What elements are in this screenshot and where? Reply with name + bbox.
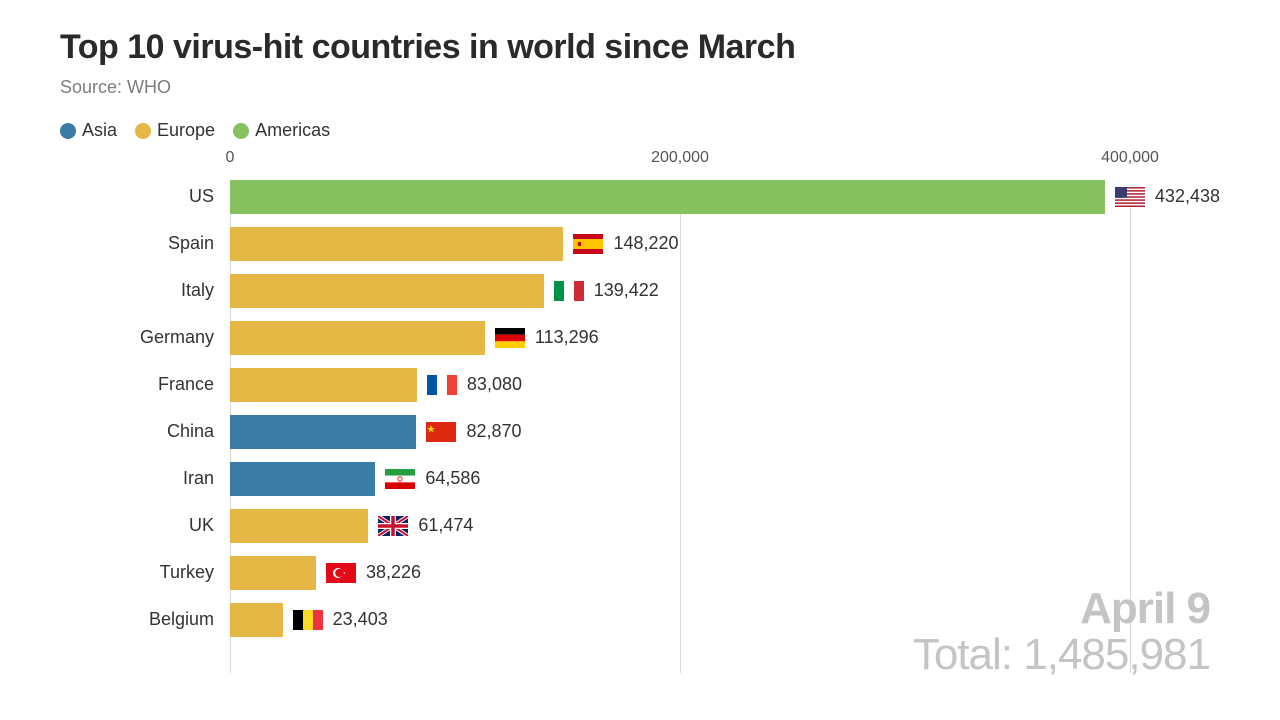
chart-source: Source: WHO [60, 77, 1220, 98]
bar-country-label: China [60, 421, 230, 442]
bar [230, 509, 368, 543]
bar-row: US 432,438 [60, 173, 1220, 220]
flag-icon [1115, 187, 1145, 207]
legend-label: Europe [157, 120, 215, 141]
bar-row: France 83,080 [60, 361, 1220, 408]
flag-icon [326, 563, 356, 583]
legend-item-asia: Asia [60, 120, 117, 141]
flag-icon [426, 422, 456, 442]
bar [230, 603, 283, 637]
flag-icon [495, 328, 525, 348]
bar-country-label: Italy [60, 280, 230, 301]
bar-value: 23,403 [333, 609, 388, 630]
axis-tick-label: 0 [226, 149, 235, 167]
bar-country-label: UK [60, 515, 230, 536]
flag-icon [385, 469, 415, 489]
legend: Asia Europe Americas [60, 120, 1220, 141]
bar-country-label: Iran [60, 468, 230, 489]
bar-value: 139,422 [594, 280, 659, 301]
bar-value: 148,220 [613, 233, 678, 254]
legend-swatch-icon [60, 123, 76, 139]
bar [230, 321, 485, 355]
bars: US 432,438Spain 148,220Italy 139,422Germ… [60, 173, 1220, 643]
flag-icon [378, 516, 408, 536]
bar-row: Iran 64,586 [60, 455, 1220, 502]
bar-country-label: Spain [60, 233, 230, 254]
bar-value: 61,474 [418, 515, 473, 536]
legend-label: Asia [82, 120, 117, 141]
bar-country-label: France [60, 374, 230, 395]
bar-value: 432,438 [1155, 186, 1220, 207]
legend-swatch-icon [135, 123, 151, 139]
summary: April 9 Total: 1,485,981 [913, 584, 1210, 680]
bar [230, 462, 375, 496]
total-label: Total: 1,485,981 [913, 630, 1210, 680]
axis-tick-label: 400,000 [1101, 149, 1159, 167]
bar-row: UK 61,474 [60, 502, 1220, 549]
bar-value: 64,586 [425, 468, 480, 489]
bar-value: 113,296 [535, 327, 599, 348]
bar [230, 556, 316, 590]
bar-row: Spain 148,220 [60, 220, 1220, 267]
flag-icon [293, 610, 323, 630]
bar-row: Italy 139,422 [60, 267, 1220, 314]
bar-row: Germany 113,296 [60, 314, 1220, 361]
flag-icon [427, 375, 457, 395]
bar-value: 38,226 [366, 562, 421, 583]
bar [230, 415, 416, 449]
bar-country-label: Turkey [60, 562, 230, 583]
bar-value: 83,080 [467, 374, 522, 395]
bar [230, 274, 544, 308]
legend-label: Americas [255, 120, 330, 141]
axis-tick-label: 200,000 [651, 149, 709, 167]
bar [230, 180, 1105, 214]
legend-swatch-icon [233, 123, 249, 139]
legend-item-americas: Americas [233, 120, 330, 141]
x-axis: 0 200,000 400,000 [60, 143, 1220, 173]
bar-row: China 82,870 [60, 408, 1220, 455]
flag-icon [573, 234, 603, 254]
flag-icon [554, 281, 584, 301]
bar [230, 227, 563, 261]
bar-value: 82,870 [466, 421, 521, 442]
chart-container: Top 10 virus-hit countries in world sinc… [0, 0, 1280, 720]
legend-item-europe: Europe [135, 120, 215, 141]
bar-country-label: Belgium [60, 609, 230, 630]
bar-country-label: Germany [60, 327, 230, 348]
bar [230, 368, 417, 402]
chart-title: Top 10 virus-hit countries in world sinc… [60, 28, 1220, 67]
bar-country-label: US [60, 186, 230, 207]
date-label: April 9 [913, 584, 1210, 634]
chart: 0200,000400,000 US 432,438Spain 148,220I… [60, 143, 1220, 643]
